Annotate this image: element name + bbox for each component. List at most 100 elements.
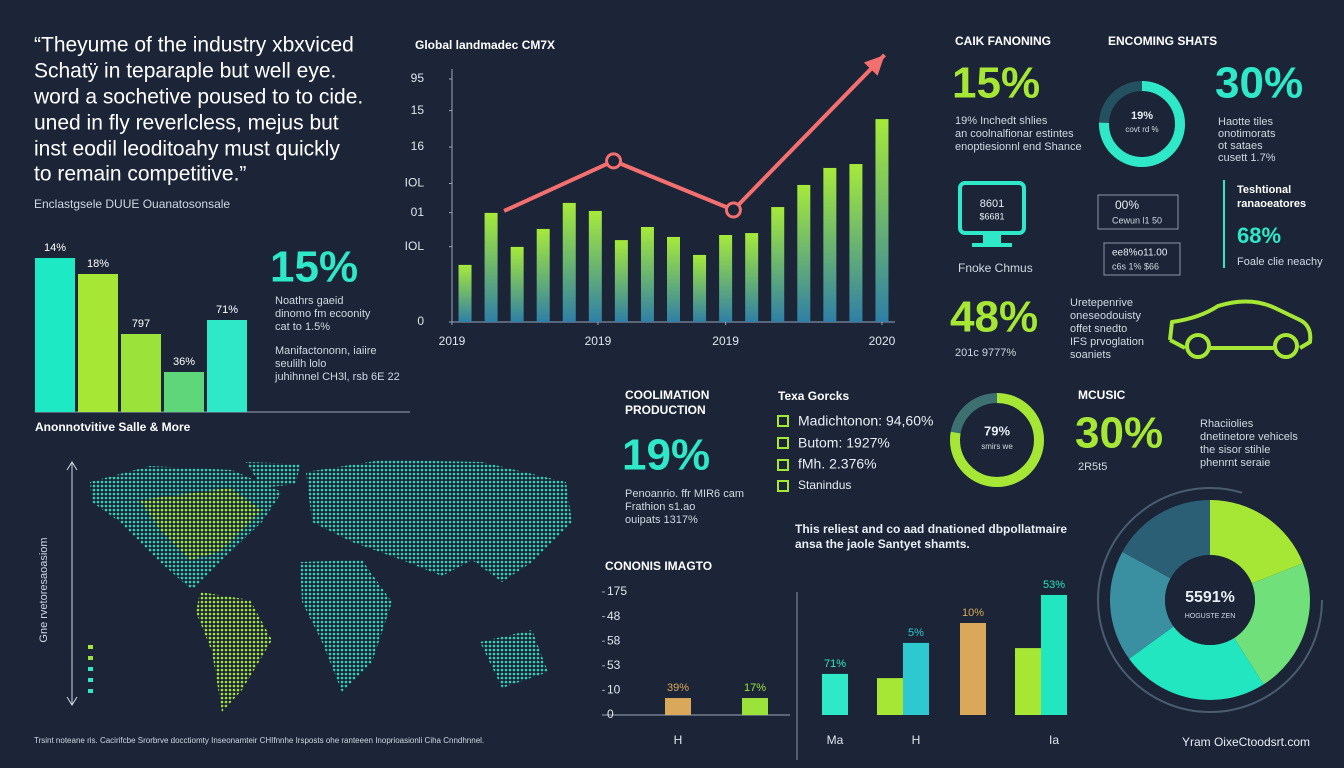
x-tick-label: H xyxy=(912,733,921,747)
continent xyxy=(480,630,548,688)
y-tick-label: 175 xyxy=(607,584,627,598)
y-tick-label: 53 xyxy=(607,658,621,672)
note: ansa the jaole Santyet shamts. xyxy=(795,537,970,551)
bar xyxy=(614,240,628,322)
section-title: ranaoeatores xyxy=(1237,198,1306,210)
legend-swatch xyxy=(88,645,93,649)
stat-text: 19% Inchedt shlies xyxy=(955,115,1048,127)
box-value: 00% xyxy=(1115,198,1139,212)
ring xyxy=(1099,81,1185,167)
arrow-head xyxy=(863,54,885,76)
list-item: fMh. 2.376% xyxy=(798,456,877,472)
ring-value: 79% xyxy=(984,423,1010,438)
ring-label: covt rd % xyxy=(1125,125,1158,134)
map-axis-label: Gne rvetoresaoasiom xyxy=(38,537,50,642)
car-wheel xyxy=(1273,333,1299,359)
bar xyxy=(458,264,472,322)
bar-annotation: 36% xyxy=(173,356,195,368)
y-tick-label: 48 xyxy=(607,609,621,623)
stat-text: Frathion s1.ao xyxy=(625,501,695,513)
x-tick-label: 2019 xyxy=(712,334,739,348)
bar xyxy=(849,164,863,322)
pie-hole xyxy=(1165,555,1255,645)
bar-annotation: 39% xyxy=(667,682,689,694)
section-title: COOLIMATION xyxy=(625,388,709,402)
bar xyxy=(562,202,576,322)
quote-line: Schatÿ in teparaple but well eye. xyxy=(34,60,336,83)
x-tick-label: Ia xyxy=(1049,733,1059,747)
bar xyxy=(693,254,707,322)
stat-note: Manifactononn, iaiire xyxy=(275,345,377,357)
list-icon xyxy=(777,459,789,471)
stat-value: 68% xyxy=(1237,223,1281,248)
stat-value: 30% xyxy=(1075,409,1163,458)
bar xyxy=(823,167,837,322)
stat-value: 48% xyxy=(950,293,1038,342)
bar-annotation: 18% xyxy=(87,258,109,270)
vehicle-text: oneseodouisty xyxy=(1070,310,1141,322)
line-point xyxy=(724,201,742,219)
footer-site: Yram OixeCtoodsrt.com xyxy=(1182,735,1310,749)
y-tick-label: 58 xyxy=(607,633,621,647)
stat-note: juhihnnel CH3l, rsb 6E 22 xyxy=(274,371,400,383)
legend-swatch xyxy=(88,678,93,682)
x-tick-label: Ma xyxy=(827,733,844,747)
bar xyxy=(536,228,550,322)
bar xyxy=(1041,594,1067,715)
bar xyxy=(875,119,889,322)
pie-segment xyxy=(1210,500,1303,584)
list-item: Stanindus xyxy=(798,478,851,492)
bar xyxy=(665,698,691,715)
legend-swatch xyxy=(88,667,93,671)
stat-text: Haotte tiles xyxy=(1218,116,1274,128)
continent xyxy=(246,462,300,488)
y-tick-label: IOL xyxy=(405,176,425,190)
vehicle-text: offet snedto xyxy=(1070,323,1127,335)
line-point xyxy=(605,152,623,170)
list-icon xyxy=(777,437,789,449)
stat-text: enoptiesionnl end Shance xyxy=(955,141,1082,153)
ring-label: smirs we xyxy=(981,442,1013,451)
stat-text: dinomo fm ecoonity xyxy=(275,308,371,320)
stat-text: ot sataes xyxy=(1218,140,1263,152)
quote-line: to remain competitive.” xyxy=(34,163,246,186)
bar-annotation: 10% xyxy=(962,607,984,619)
y-tick-label: 16 xyxy=(411,139,425,153)
car-icon xyxy=(1168,299,1313,350)
quote-line: “Theyume of the industry xbxviced xyxy=(34,34,354,57)
section-title: Texa Gorcks xyxy=(778,389,849,403)
vehicle-text: soaniets xyxy=(1070,349,1111,361)
legend-swatch xyxy=(88,656,93,660)
list-icon xyxy=(777,415,789,427)
caption: 2R5t5 xyxy=(1078,461,1107,473)
bar-annotation: 5% xyxy=(908,627,924,639)
continent xyxy=(306,460,572,582)
y-tick-label: 10 xyxy=(607,683,621,697)
world-map: Gne rvetoresaoasiom xyxy=(38,460,572,712)
list-item: Madichtonon: 94,60% xyxy=(798,413,933,429)
pie-segment xyxy=(1122,500,1210,579)
chart-title: Global landmadec CM7X xyxy=(415,38,555,52)
box-value: ee8%o11.00 xyxy=(1112,248,1168,259)
pie-segment xyxy=(1110,551,1174,659)
bar xyxy=(164,372,204,412)
bar-annotation: 14% xyxy=(44,242,66,254)
stat-text: cat to 1.5% xyxy=(275,321,330,333)
footer-note: Trsint noteane ris. Cacirifcbe Srorbrve … xyxy=(34,736,484,745)
vehicle-text: Uretepenrive xyxy=(1070,297,1133,309)
map-axis-arrow xyxy=(66,461,78,706)
outer-ring xyxy=(1097,487,1323,713)
bar xyxy=(903,642,929,715)
bar xyxy=(510,246,524,322)
bar xyxy=(960,622,986,715)
chart-title: CONONIS IMAGTO xyxy=(605,559,712,573)
section-title: Teshtional xyxy=(1237,184,1291,196)
quote-line: uned in fly reverlcless, mejus but xyxy=(34,112,339,135)
box-label: Cewun l1 50 xyxy=(1112,215,1162,225)
bar xyxy=(588,210,602,322)
y-tick-label: IOL xyxy=(405,239,425,253)
ring xyxy=(950,393,1044,487)
rhac-text: Rhaciiolies xyxy=(1200,418,1254,430)
monitor-stand xyxy=(983,233,1001,243)
caption: Foale clie neachy xyxy=(1237,256,1323,268)
